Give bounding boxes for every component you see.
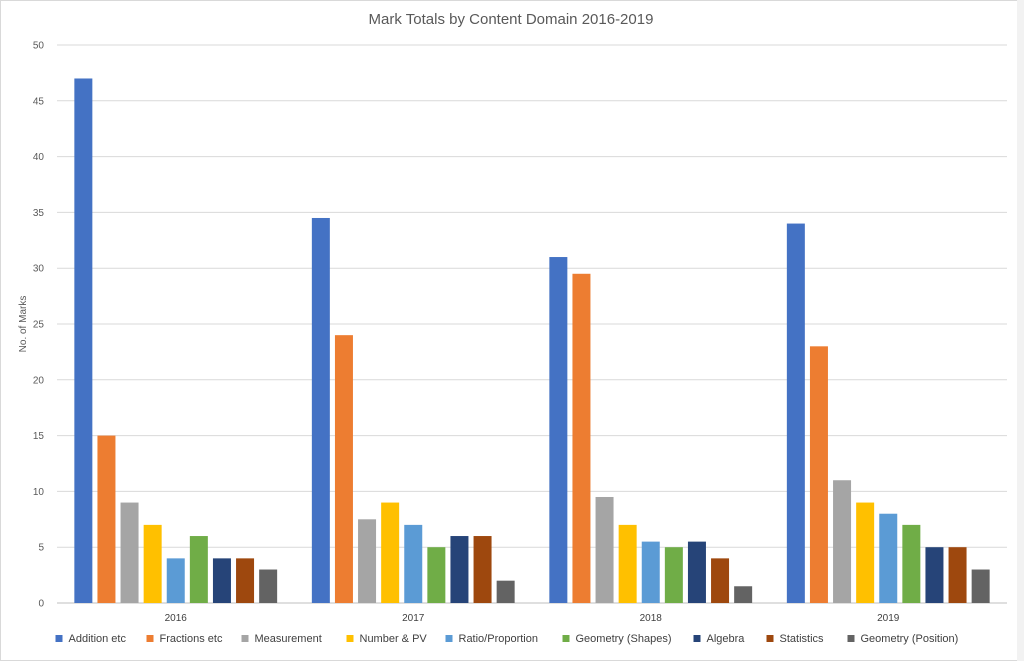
bar [856, 502, 875, 603]
bar [97, 435, 116, 603]
legend-label: Statistics [780, 633, 825, 645]
y-tick-label: 40 [33, 152, 45, 163]
legend-swatch [55, 635, 63, 642]
legend-swatch [445, 635, 453, 642]
legend-label: Geometry (Shapes) [576, 633, 672, 645]
bar [189, 536, 208, 603]
y-tick-label: 0 [38, 599, 44, 610]
legend-item: Addition etc [55, 633, 127, 645]
bar [74, 78, 93, 604]
x-category-label: 2018 [640, 613, 663, 624]
bar [450, 536, 469, 603]
legend-item: Geometry (Shapes) [562, 633, 672, 645]
legend-swatch [766, 635, 774, 642]
legend-label: Geometry (Position) [861, 633, 959, 645]
bar [971, 569, 990, 603]
legend-item: Fractions etc [146, 633, 223, 645]
y-axis-ticks: 0 5 10 15 20 25 30 35 40 45 50 [33, 41, 45, 610]
legend-item: Measurement [241, 633, 322, 645]
bar [879, 513, 898, 603]
x-category-label: 2019 [877, 613, 900, 624]
bar [786, 223, 805, 603]
x-category-label: 2016 [165, 613, 188, 624]
bar [948, 547, 967, 603]
legend: Addition etc Fractions etc Measurement Numb… [55, 633, 959, 645]
legend-swatch [847, 635, 855, 642]
y-tick-label: 25 [33, 320, 45, 331]
y-tick-label: 15 [33, 431, 45, 442]
legend-swatch [693, 635, 701, 642]
bar [902, 524, 921, 603]
y-tick-label: 50 [33, 41, 45, 52]
bar [833, 480, 852, 603]
bar [595, 496, 614, 603]
bar [358, 519, 377, 603]
legend-swatch [346, 635, 354, 642]
legend-item: Algebra [693, 633, 746, 645]
bar [664, 547, 683, 603]
x-axis-categories: 2016 2017 2018 2019 [165, 613, 900, 624]
chart-title: Mark Totals by Content Domain 2016-2019 [369, 11, 654, 28]
legend-label: Number & PV [360, 633, 428, 645]
legend-item: Statistics [766, 633, 825, 645]
bar [427, 547, 446, 603]
y-tick-label: 30 [33, 264, 45, 275]
legend-label: Algebra [707, 633, 746, 645]
y-tick-label: 5 [38, 543, 44, 554]
legend-item: Number & PV [346, 633, 428, 645]
y-axis-label: No. of Marks [18, 296, 29, 353]
bar [166, 558, 185, 603]
bar [120, 502, 139, 603]
bar [259, 569, 278, 603]
legend-item: Geometry (Position) [847, 633, 959, 645]
legend-swatch [146, 635, 154, 642]
bar [687, 541, 706, 603]
bar [381, 502, 400, 603]
bar [925, 547, 944, 603]
bar [212, 558, 231, 603]
bars [74, 78, 990, 604]
bar [236, 558, 255, 603]
legend-item: Ratio/Proportion [445, 633, 539, 645]
window-edge [1017, 0, 1024, 661]
bar [711, 558, 730, 603]
legend-label: Addition etc [69, 633, 127, 645]
y-tick-label: 35 [33, 208, 45, 219]
legend-swatch [241, 635, 249, 642]
legend-label: Ratio/Proportion [459, 633, 539, 645]
bar [473, 536, 492, 603]
y-tick-label: 45 [33, 96, 45, 107]
bar [311, 217, 330, 604]
legend-label: Fractions etc [160, 633, 223, 645]
bar [334, 335, 353, 603]
bar [572, 273, 591, 603]
bar [143, 524, 162, 603]
bar [404, 524, 423, 603]
bar [549, 257, 568, 603]
legend-swatch [562, 635, 570, 642]
bar [496, 580, 515, 603]
bar [641, 541, 660, 603]
y-tick-label: 10 [33, 487, 45, 498]
legend-label: Measurement [255, 633, 322, 645]
bar [618, 524, 637, 603]
x-category-label: 2017 [402, 613, 425, 624]
bar [809, 346, 828, 603]
y-tick-label: 20 [33, 375, 45, 386]
bar [734, 586, 753, 603]
